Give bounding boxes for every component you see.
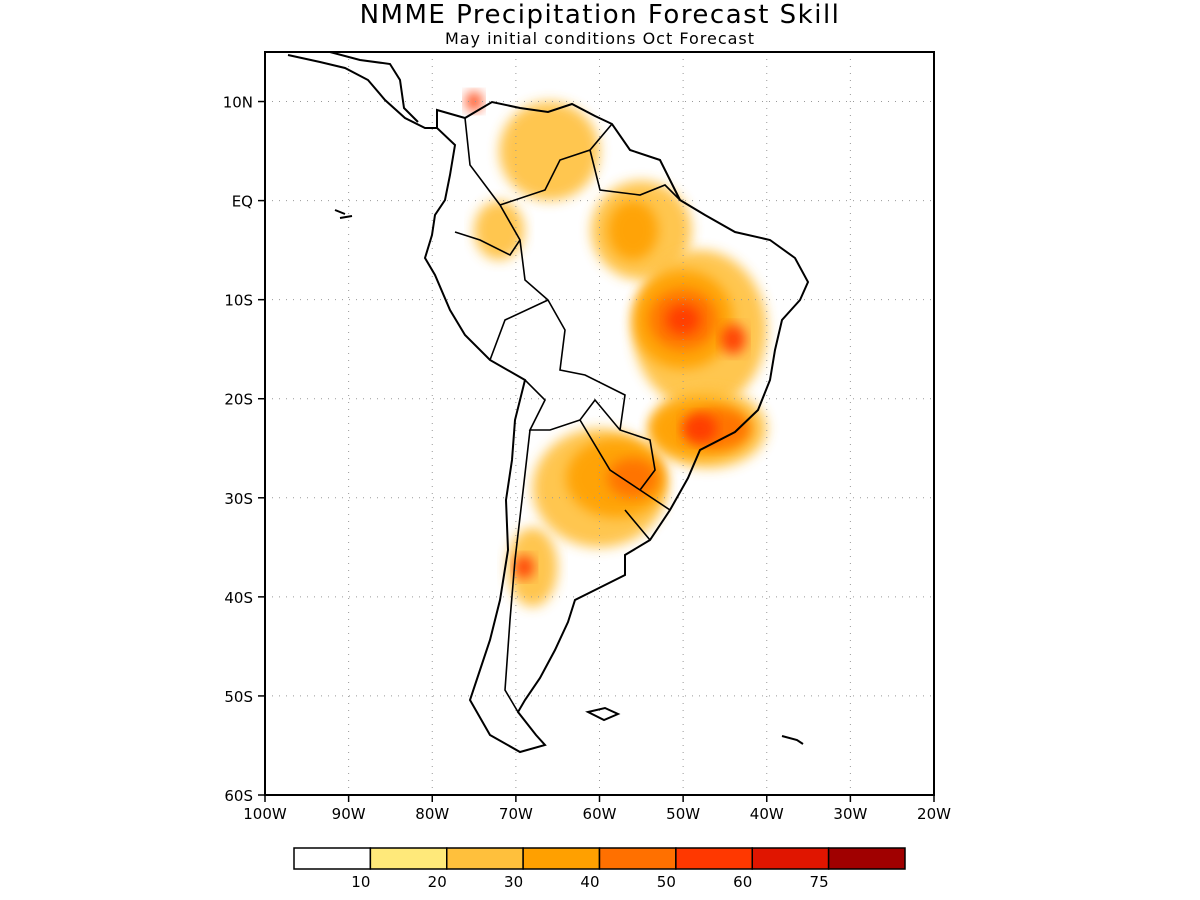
colorbar-label: 40: [580, 873, 599, 891]
lat-label: 20S: [224, 391, 253, 409]
colorbar-label: 50: [657, 873, 676, 891]
colorbar: 10 20 30 40 50 60 75: [293, 847, 906, 891]
lon-label: 40W: [750, 805, 784, 823]
map-subtitle: May initial conditions Oct Forecast: [444, 29, 756, 48]
lon-label: 20W: [917, 805, 951, 823]
country-borders: [454, 117, 681, 713]
colorbar-swatch: [293, 847, 372, 870]
skill-region-15: [720, 324, 746, 355]
falkland-islands: [585, 706, 621, 722]
colorbar-label: 10: [351, 873, 370, 891]
lon-label: 50W: [666, 805, 700, 823]
colorbar-swatch: [446, 847, 524, 870]
lat-label: EQ: [232, 193, 253, 211]
colorbar-label: 30: [504, 873, 523, 891]
lon-label: 90W: [332, 805, 366, 823]
colorbar-swatch: [751, 847, 830, 870]
map-title: NMME Precipitation Forecast Skill: [359, 0, 841, 30]
skill-shading: [465, 91, 767, 607]
skill-region-6: [474, 200, 525, 261]
lon-label: 100W: [243, 805, 287, 823]
lat-label: 50S: [224, 688, 253, 706]
colorbar-swatch: [522, 847, 601, 870]
south-america-coastline: [423, 100, 810, 754]
skill-region-14: [666, 304, 700, 335]
axis-labels: 100W 90W 80W 70W 60W 50W 40W 30W 20W 10N EQ 10S 20S 3…: [223, 94, 951, 823]
lat-label: 40S: [224, 589, 253, 607]
lon-label: 30W: [833, 805, 867, 823]
skill-region-13: [607, 458, 659, 498]
galapagos-islands: [334, 209, 353, 219]
central-america-coastline: [287, 52, 437, 129]
skill-region-10: [607, 200, 659, 261]
skill-region-17: [514, 555, 535, 580]
colorbar-swatch: [675, 847, 753, 870]
colorbar-label: 20: [428, 873, 447, 891]
lon-label: 60W: [583, 805, 617, 823]
lon-label: 80W: [415, 805, 449, 823]
skill-region-18: [465, 91, 483, 112]
colorbar-label: 60: [733, 873, 752, 891]
colorbar-swatch: [827, 847, 906, 870]
colorbar-swatch: [598, 847, 677, 870]
colorbar-label: 75: [810, 873, 829, 891]
coastlines: [287, 52, 810, 754]
lat-label: 30S: [224, 490, 253, 508]
skill-region-16: [683, 413, 717, 444]
lon-label: 70W: [499, 805, 533, 823]
lat-label: 60S: [224, 787, 253, 805]
map-grid: [265, 52, 934, 795]
south-georgia: [781, 735, 804, 745]
skill-region-0: [499, 101, 600, 201]
lat-label: 10N: [223, 94, 253, 112]
lat-label: 10S: [224, 292, 253, 310]
colorbar-swatch: [369, 847, 448, 870]
